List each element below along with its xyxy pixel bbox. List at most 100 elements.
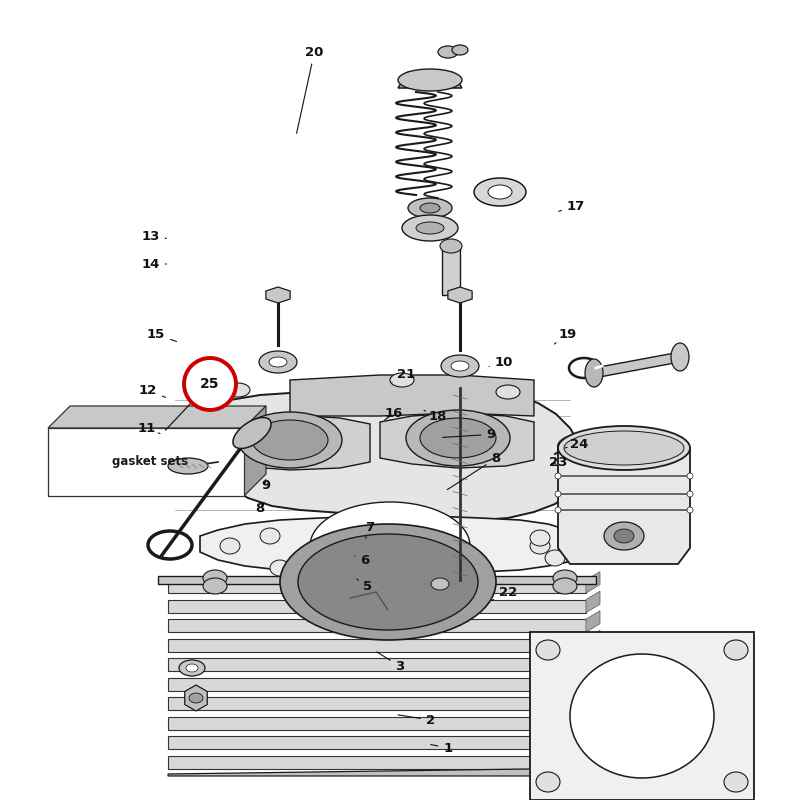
Ellipse shape xyxy=(398,69,462,91)
Polygon shape xyxy=(442,248,460,295)
Text: 3: 3 xyxy=(377,652,405,673)
Polygon shape xyxy=(586,591,600,613)
Polygon shape xyxy=(200,516,580,574)
Polygon shape xyxy=(168,599,586,613)
Ellipse shape xyxy=(555,473,561,479)
Text: 11: 11 xyxy=(138,422,160,434)
Ellipse shape xyxy=(555,491,561,497)
Ellipse shape xyxy=(431,578,449,590)
Ellipse shape xyxy=(270,560,290,576)
Ellipse shape xyxy=(280,524,496,640)
Polygon shape xyxy=(148,382,584,520)
Ellipse shape xyxy=(545,550,565,566)
Ellipse shape xyxy=(440,239,462,253)
Polygon shape xyxy=(586,689,600,710)
Ellipse shape xyxy=(233,418,271,449)
Ellipse shape xyxy=(420,418,496,458)
Ellipse shape xyxy=(536,640,560,660)
Ellipse shape xyxy=(168,458,208,474)
Ellipse shape xyxy=(408,198,452,218)
Ellipse shape xyxy=(687,507,693,513)
Text: 5: 5 xyxy=(357,579,373,593)
Polygon shape xyxy=(586,670,600,691)
Polygon shape xyxy=(168,768,600,776)
Polygon shape xyxy=(594,352,680,378)
Ellipse shape xyxy=(179,660,205,676)
Polygon shape xyxy=(586,747,600,769)
Ellipse shape xyxy=(406,410,510,466)
Ellipse shape xyxy=(555,507,561,513)
Text: 9: 9 xyxy=(261,479,270,492)
Polygon shape xyxy=(168,638,586,652)
Text: 17: 17 xyxy=(558,200,585,213)
Text: 9: 9 xyxy=(442,428,496,441)
Text: gasket sets: gasket sets xyxy=(112,455,188,469)
Ellipse shape xyxy=(402,215,458,241)
Ellipse shape xyxy=(423,549,437,559)
Ellipse shape xyxy=(203,578,227,594)
Text: 12: 12 xyxy=(139,384,166,398)
Text: 8: 8 xyxy=(447,452,501,490)
Ellipse shape xyxy=(259,351,297,373)
Polygon shape xyxy=(48,406,266,428)
Ellipse shape xyxy=(298,534,478,630)
Ellipse shape xyxy=(564,431,684,465)
Text: 21: 21 xyxy=(392,368,415,382)
Text: 7: 7 xyxy=(365,521,374,538)
Circle shape xyxy=(184,358,236,410)
Polygon shape xyxy=(168,737,586,750)
Polygon shape xyxy=(168,756,586,769)
Text: 6: 6 xyxy=(354,554,370,566)
Ellipse shape xyxy=(416,222,444,234)
FancyBboxPatch shape xyxy=(48,428,244,496)
Polygon shape xyxy=(290,375,534,416)
Polygon shape xyxy=(168,580,586,593)
Text: 19: 19 xyxy=(554,328,577,344)
Ellipse shape xyxy=(558,436,578,452)
Polygon shape xyxy=(168,619,586,632)
Text: 18: 18 xyxy=(424,410,446,422)
Ellipse shape xyxy=(614,529,634,543)
Ellipse shape xyxy=(186,664,198,672)
Ellipse shape xyxy=(226,383,250,397)
Text: 13: 13 xyxy=(142,230,166,242)
Polygon shape xyxy=(244,406,266,496)
Polygon shape xyxy=(586,709,600,730)
Ellipse shape xyxy=(238,412,342,468)
Ellipse shape xyxy=(438,46,458,58)
Ellipse shape xyxy=(260,528,280,544)
Polygon shape xyxy=(586,650,600,671)
Ellipse shape xyxy=(604,522,644,550)
Ellipse shape xyxy=(687,473,693,479)
Ellipse shape xyxy=(451,361,469,371)
Polygon shape xyxy=(168,678,586,691)
Text: 8: 8 xyxy=(255,502,265,515)
Polygon shape xyxy=(558,448,690,564)
Polygon shape xyxy=(266,287,290,303)
Polygon shape xyxy=(380,413,534,468)
Polygon shape xyxy=(168,698,586,710)
Ellipse shape xyxy=(724,772,748,792)
Ellipse shape xyxy=(441,355,479,377)
Ellipse shape xyxy=(536,772,560,792)
Ellipse shape xyxy=(220,538,240,554)
Polygon shape xyxy=(185,685,207,711)
Text: 22: 22 xyxy=(492,586,517,600)
FancyBboxPatch shape xyxy=(530,632,754,800)
Text: 16: 16 xyxy=(385,407,402,420)
Polygon shape xyxy=(148,442,175,478)
Ellipse shape xyxy=(724,640,748,660)
Text: 14: 14 xyxy=(142,258,166,270)
Text: 25: 25 xyxy=(200,377,220,391)
Ellipse shape xyxy=(420,203,440,213)
Ellipse shape xyxy=(558,426,690,470)
Ellipse shape xyxy=(310,502,470,590)
Polygon shape xyxy=(168,658,586,671)
Ellipse shape xyxy=(585,359,603,387)
Ellipse shape xyxy=(496,385,520,399)
Polygon shape xyxy=(398,72,462,88)
Ellipse shape xyxy=(530,530,550,546)
Text: 15: 15 xyxy=(147,328,177,342)
Ellipse shape xyxy=(671,343,689,371)
Ellipse shape xyxy=(452,45,468,55)
